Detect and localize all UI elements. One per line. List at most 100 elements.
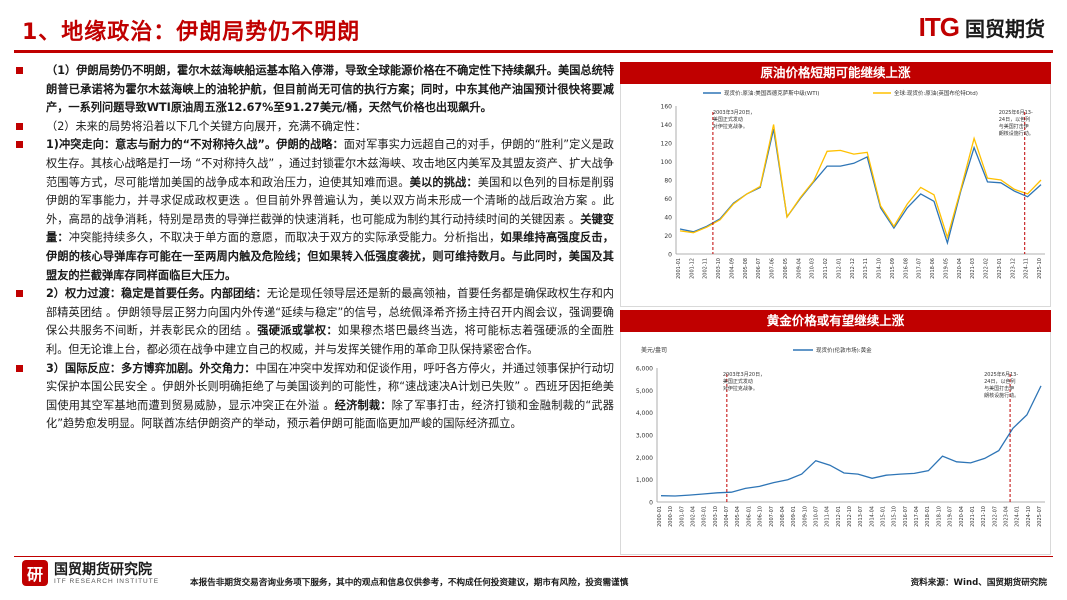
x-tick-label: 2012-12 [850,258,856,279]
x-tick-label: 2018-06 [930,258,936,279]
y-tick-label: 140 [661,122,673,129]
y-tick-label: 100 [661,159,673,166]
x-tick-label: 2015-01 [881,506,887,527]
paragraph-3: 1)冲突走向：意志与耐力的“不对称持久战”。伊朗的战略：面对军事实力远超自己的对… [14,136,614,285]
x-tick-label: 2015-09 [890,258,896,279]
oil-chart-title: 原油价格短期可能继续上涨 [620,62,1051,84]
p4-text-2: 如果穆杰塔巴最终当选，将可能标志着强硬派的全面胜利。但无论谁上台，都必须在战争中… [46,324,614,356]
p3-text-1: 面对军事实力远超自己的对手，伊朗的“胜利”定义是政权生存。其核心战略是打一场 “… [46,138,614,189]
bullet-icon [16,67,23,74]
annotation-2025: 朗核设施行动。 [999,130,1034,137]
annotation-2025: 朗核设施行动。 [984,392,1019,399]
x-tick-label: 2012-01 [836,258,842,279]
series-line-2 [679,124,1042,240]
x-tick-label: 2012-01 [836,506,842,527]
x-tick-label: 2018-01 [925,506,931,527]
y-tick-label: 120 [661,141,673,148]
x-tick-label: 2009-04 [796,258,802,279]
p5-subheading: 经济制裁： [334,398,392,412]
x-tick-label: 2008-05 [783,258,789,279]
x-tick-label: 2017-04 [914,506,920,527]
x-tick-label: 2005-08 [743,258,749,279]
x-tick-label: 2004-09 [729,258,735,279]
y-tick-label: 5,000 [636,388,653,395]
oil-price-chart: 现货价:原油:美国西德克萨斯中级(WTI) 全球:现货价:原油(英国布伦特Dtd)… [661,89,1045,279]
x-tick-label: 2002-04 [691,506,697,527]
annotation-2003: 2003年3月20日， [723,371,765,378]
x-tick-label: 2009-10 [802,506,808,527]
logo-itg-text: ITG [918,12,960,42]
y-tick-label: 60 [664,196,672,203]
annotation-2003: 美国正式发动 [723,378,753,385]
paragraph-5: 3）国际反应：多方博弈加剧。外交角力：中国在冲突中发挥劝和促谈作用，呼吁各方停火… [14,360,614,434]
analysis-text: （1）伊朗局势仍不明朗，霍尔木兹海峡船运基本陷入停滞，导致全球能源价格在不确定性… [14,62,614,434]
bullet-icon [16,290,23,298]
p4-heading: 2）权力过渡：稳定是首要任务。内部团结： [46,287,267,301]
x-tick-label: 2005-04 [735,506,741,527]
x-tick-label: 2012-10 [847,506,853,527]
x-tick-label: 2001-01 [676,258,682,279]
x-tick-label: 2024-10 [1026,506,1032,527]
research-logo: 研 国贸期货研究院 ITF RESEARCH INSTITUTE [22,560,159,586]
x-tick-label: 2016-08 [903,258,909,279]
y-tick-label: 20 [664,233,672,240]
x-tick-label: 2020-04 [959,506,965,527]
x-tick-label: 2023-01 [997,258,1003,279]
x-tick-label: 2003-10 [716,258,722,279]
p3-text-4: 如果维持高强度反击，伊朗的核心导弹库存可能在一至两周内触及危险线；但如果转入低强… [46,231,614,282]
annotation-2025: 2025年6月13- [999,109,1033,116]
x-tick-label: 2006-01 [746,506,752,527]
x-tick-label: 2021-10 [981,506,987,527]
x-tick-label: 2023-04 [1003,506,1009,527]
y-tick-label: 6,000 [636,366,653,373]
gold-chart-panel: 黄金价格或有望继续上涨 美元/盎司 现货价(伦敦市场):黄金 0 1,000 2,000… [620,310,1051,555]
x-tick-label: 2014-04 [869,506,875,527]
x-tick-label: 2022-02 [984,258,990,279]
x-tick-label: 2006-10 [758,506,764,527]
y-tick-label: 0 [668,252,672,259]
x-tick-label: 2013-07 [858,506,864,527]
x-tick-label: 2010-03 [810,258,816,279]
x-tick-label: 2010-07 [813,506,819,527]
x-tick-label: 2000-10 [668,506,674,527]
annotation-2003: 美国正式发动 [713,116,743,123]
x-tick-label: 2015-10 [892,506,898,527]
x-tick-label: 2003-01 [702,506,708,527]
annotation-2025: 与美国打击伊 [999,123,1029,130]
x-tick-label: 2016-07 [903,506,909,527]
p3-subheading-1: 美以的挑战： [409,175,478,189]
y-tick-label: 40 [664,215,672,222]
x-tick-label: 2024-11 [1024,258,1030,279]
annotation-2025: 24日，以色列 [984,378,1015,385]
annotation-2025: 24日，以色列 [999,116,1030,123]
x-tick-label: 2001-12 [689,258,695,279]
p4-subheading: 强硬派或掌权： [257,324,338,338]
footer-divider [14,556,1053,557]
bullet-icon [16,122,23,130]
y-tick-label: 0 [649,500,653,507]
disclaimer: 本报告非期货交易咨询业务项下服务，其中的观点和信息仅供参考，不构成任何投资建议，… [190,578,629,588]
y-tick-label: 4,000 [636,410,653,417]
annotation-2025: 与美国打击伊 [984,385,1014,392]
x-tick-label: 2013-11 [863,258,869,279]
p1-text: （1）伊朗局势仍不明朗，霍尔木兹海峡船运基本陷入停滞，导致全球能源价格在不确定性… [46,64,614,115]
header-divider [14,50,1053,53]
gold-unit-label: 美元/盎司 [641,346,667,354]
brand-logo: ITG 国贸期货 [919,12,1045,43]
x-tick-label: 2011-04 [825,506,831,527]
x-tick-label: 2018-10 [936,506,942,527]
x-tick-label: 2019-07 [948,506,954,527]
bullet-icon [16,364,23,372]
oil-chart-panel: 原油价格短期可能继续上涨 现货价:原油:美国西德克萨斯中级(WTI) 全球:现货价… [620,62,1051,307]
p3-text-3: 冲突能持续多久，不取决于单方面的意愿，而取决于双方的实际承受能力。分析指出， [68,231,501,245]
x-tick-label: 2019-05 [943,258,949,279]
x-tick-label: 2023-12 [1010,258,1016,279]
p4-text-1: 无论是现任领导层还是新的最高领袖，首要任务都是确保政权生存和内部精英团结 。伊朗… [46,287,614,338]
x-tick-label: 2021-01 [970,506,976,527]
legend-label-gold: 现货价(伦敦市场):黄金 [816,346,872,354]
gold-price-chart: 美元/盎司 现货价(伦敦市场):黄金 0 1,000 2,000 3,000 4,000 5,… [636,346,1045,527]
x-tick-label: 2009-01 [791,506,797,527]
x-tick-label: 2011-02 [823,258,829,279]
x-tick-label: 2025-10 [1037,258,1043,279]
research-name: 国贸期货研究院 [54,561,152,578]
